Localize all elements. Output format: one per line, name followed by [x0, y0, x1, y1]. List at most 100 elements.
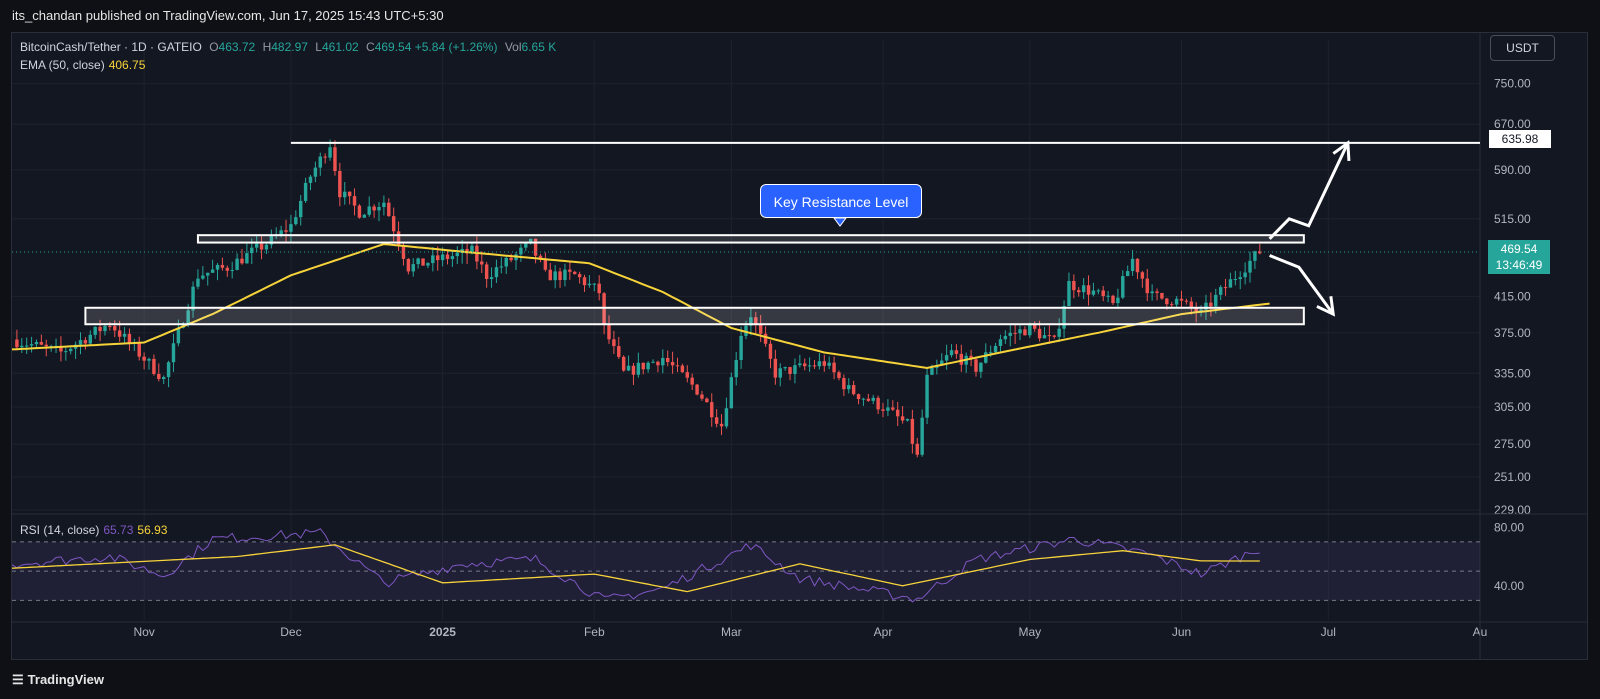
- tradingview-logo[interactable]: ☰ TradingView: [12, 672, 104, 688]
- ema-legend[interactable]: EMA (50, close) 406.75: [20, 58, 145, 72]
- candle-body: [489, 277, 494, 280]
- candle-body: [1155, 291, 1159, 293]
- candle-body: [612, 339, 616, 347]
- candle-body: [710, 402, 714, 418]
- time-axis-label: Jun: [1172, 625, 1191, 639]
- candle-body: [401, 245, 406, 259]
- candle-body: [847, 385, 851, 390]
- candle-body: [734, 359, 738, 378]
- candle-body: [988, 352, 993, 354]
- candle-body: [186, 310, 190, 325]
- candle-body: [944, 355, 949, 361]
- rsi-legend[interactable]: RSI (14, close) 65.73 56.93: [20, 523, 167, 537]
- candle-body: [974, 359, 978, 372]
- candle-body: [416, 258, 420, 265]
- candle-body: [861, 398, 866, 400]
- last-price-tag: 469.54: [1488, 240, 1550, 258]
- candle-body: [88, 334, 93, 344]
- candle-body: [1194, 308, 1198, 313]
- candle-body: [1174, 298, 1179, 305]
- tradingview-logo-icon: ☰: [12, 672, 24, 687]
- candle-body: [1008, 332, 1012, 336]
- candle-body: [240, 258, 244, 264]
- time-axis-label: Nov: [133, 625, 154, 639]
- candle-body: [103, 326, 107, 332]
- candle-body: [1086, 285, 1091, 295]
- rsi-axis-label: 40.00: [1494, 579, 1524, 593]
- candle-body: [1081, 285, 1086, 293]
- candle-body: [568, 269, 572, 272]
- candle-body: [235, 258, 239, 270]
- time-axis-label: Jul: [1321, 625, 1336, 639]
- symbol-title[interactable]: BitcoinCash/Tether · 1D · GATEIO: [20, 40, 202, 54]
- candle-body: [524, 243, 528, 248]
- candle-body: [367, 206, 371, 215]
- candle-body: [1111, 295, 1115, 304]
- candle-body: [1052, 335, 1056, 337]
- candle-body: [876, 397, 880, 410]
- candle-body: [739, 335, 743, 360]
- candle-body: [113, 326, 117, 331]
- candle-body: [122, 333, 127, 337]
- open-value: 463.72: [218, 40, 256, 54]
- candle-body: [812, 365, 817, 367]
- resistance-zone: [196, 234, 1305, 244]
- candle-body: [1023, 329, 1027, 336]
- candle-body: [396, 231, 401, 246]
- candle-body: [1077, 290, 1081, 293]
- candle-body: [563, 269, 567, 281]
- candle-body: [984, 352, 988, 363]
- candle-body: [431, 255, 435, 264]
- candle-body: [783, 367, 787, 369]
- candle-body: [925, 374, 929, 418]
- candle-body: [1170, 304, 1174, 306]
- candle-body: [1204, 302, 1208, 310]
- candle-body: [29, 344, 34, 346]
- candle-body: [391, 216, 396, 232]
- candle-body: [837, 372, 841, 379]
- candle-body: [509, 257, 513, 261]
- candle-body: [480, 261, 484, 265]
- candle-body: [979, 362, 983, 372]
- candle-body: [651, 361, 655, 363]
- candle-body: [905, 418, 910, 421]
- candle-body: [484, 264, 489, 280]
- candle-body: [24, 345, 29, 347]
- candle-body: [558, 271, 562, 281]
- candle-body: [915, 443, 919, 455]
- candle-body: [284, 230, 288, 232]
- key-resistance-callout[interactable]: Key Resistance Level: [760, 184, 922, 218]
- candle-body: [1032, 323, 1037, 329]
- candle-body: [1125, 271, 1130, 277]
- candle-body: [1057, 328, 1061, 337]
- candle-body: [171, 343, 176, 363]
- close-value: 469.54: [374, 40, 412, 54]
- candle-body: [269, 235, 274, 245]
- candle-body: [98, 326, 102, 332]
- candle-body: [1150, 291, 1154, 294]
- candle-body: [881, 409, 885, 411]
- support-zone: [84, 306, 1305, 326]
- candle-body: [264, 244, 269, 250]
- candle-body: [1062, 306, 1066, 329]
- candle-body: [1165, 298, 1169, 305]
- candle-body: [719, 423, 724, 427]
- candle-body: [1013, 332, 1017, 334]
- ema-value: 406.75: [108, 58, 146, 72]
- currency-button[interactable]: USDT: [1490, 35, 1555, 61]
- candle-body: [670, 362, 675, 366]
- candle-body: [900, 416, 905, 421]
- candle-body: [308, 176, 313, 183]
- price-axis-label: 335.00: [1494, 366, 1531, 380]
- rsi-axis-label: 80.00: [1494, 520, 1524, 534]
- candle-body: [528, 238, 533, 244]
- publish-header: its_chandan published on TradingView.com…: [0, 0, 1600, 32]
- candle-body: [166, 362, 171, 378]
- candle-body: [279, 230, 283, 236]
- candle-body: [695, 384, 699, 395]
- candle-body: [377, 206, 381, 211]
- candle-body: [1018, 329, 1022, 334]
- candle-body: [347, 191, 352, 197]
- candle-body: [1067, 280, 1071, 307]
